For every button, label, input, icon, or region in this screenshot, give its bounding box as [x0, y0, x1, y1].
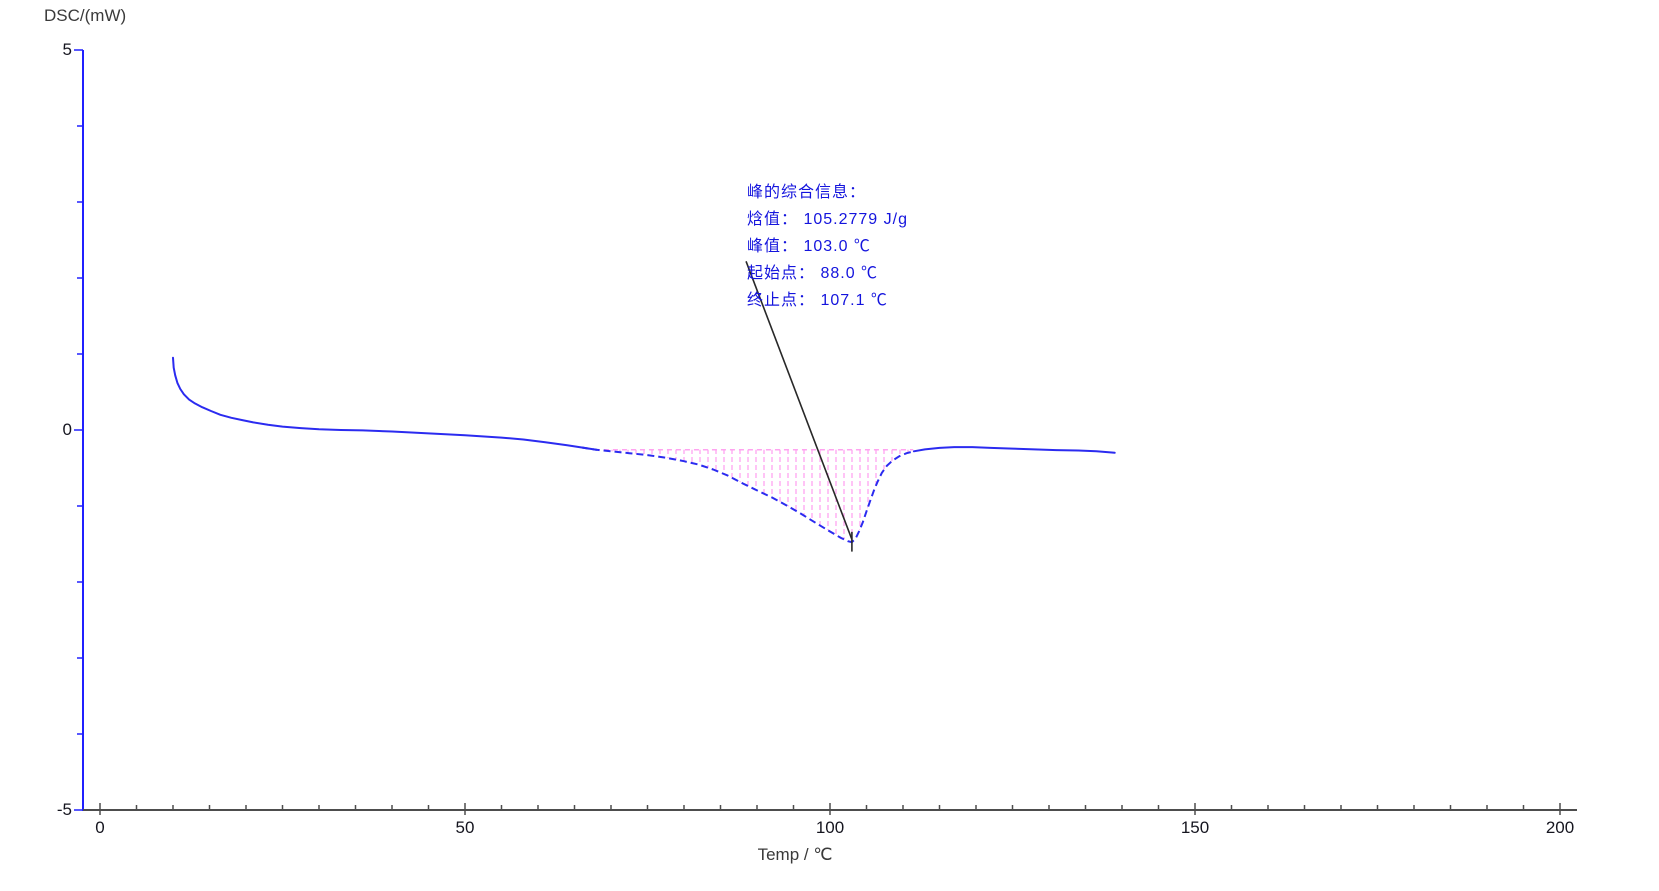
dsc-curve-dashed-peak: [581, 446, 915, 544]
y-axis-title: DSC/(mW): [44, 6, 127, 25]
y-tick-label: 5: [62, 40, 72, 59]
peak-annotation-line-onset: 起始点： 88.0 ℃: [747, 265, 879, 282]
peak-annotation-line-title: 峰的综合信息：: [747, 184, 867, 201]
peak-annotation: 峰的综合信息： 焓值： 105.2779 J/g 峰值： 103.0 ℃ 起始点…: [747, 179, 908, 314]
x-tick-label: 0: [95, 818, 105, 837]
peak-annotation-line-enthalpy: 焓值： 105.2779 J/g: [747, 211, 908, 228]
y-tick-label: 0: [62, 420, 72, 439]
x-axis-title: Temp / ℃: [757, 845, 833, 864]
dsc-curve-solid-left: [172, 356, 598, 451]
peak-annotation-line-end: 终止点： 107.1 ℃: [747, 292, 888, 309]
x-tick-label: 150: [1180, 818, 1210, 837]
peak-annotation-line-peak: 峰值： 103.0 ℃: [747, 238, 871, 255]
x-tick-label: 200: [1545, 818, 1575, 837]
y-tick-label: -5: [56, 800, 72, 819]
x-tick-label: 50: [455, 818, 475, 837]
peak-area-hatch: [594, 449, 914, 543]
dsc-curve-solid-right: [912, 446, 1116, 454]
x-tick-label: 100: [815, 818, 845, 837]
annotation-pointer-line: [745, 260, 853, 540]
